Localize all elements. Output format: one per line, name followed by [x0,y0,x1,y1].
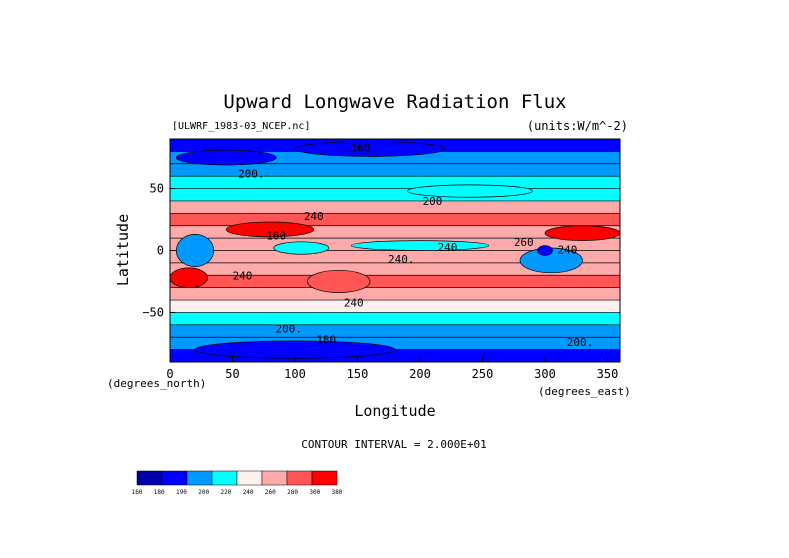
contour-label: 160 [266,230,286,243]
contour-region [307,269,371,293]
latitude-band [170,275,620,289]
latitude-band [170,200,620,214]
colorbar-label: 380 [332,489,343,496]
colorbar-swatch [311,470,338,486]
x-tick-label: 200 [409,367,431,381]
y-tick-label: −50 [142,305,164,319]
contour-label: 160. [351,142,378,155]
latitude-band [170,188,620,202]
contour-label: 240 [558,243,578,256]
plot-area: 200. 160. 240 200 160 240 240. 260 240 240 240 200.… [169,138,621,363]
contour-region [175,234,215,267]
x-tick-label: 0 [166,367,173,381]
contour-region [273,241,330,255]
y-tick-label: 50 [150,182,164,196]
contour-label: 200. [238,168,265,181]
colorbar-label: 280 [287,489,298,496]
colorbar-label: 260 [265,489,276,496]
x-unit-label: (degrees_east) [538,385,631,398]
contour-interval-text: CONTOUR INTERVAL = 2.000E+01 [301,438,486,451]
colorbar-swatch [286,470,313,486]
x-axis-label: Longitude [354,402,435,420]
latitude-band [170,312,620,326]
contour-label: 240 [304,210,324,223]
x-tick-label: 50 [225,367,239,381]
colorbar-swatch [136,470,163,486]
colorbar-label: 220 [220,489,231,496]
contour-region [294,141,446,157]
colorbar-swatch [261,470,288,486]
latitude-band [170,287,620,301]
x-tick-label: 250 [472,367,494,381]
contour-label: 240. [388,253,415,266]
contour-region [407,184,533,198]
contour-label: 240 [438,241,458,254]
file-label: [ULWRF_1983-03_NCEP.nc] [172,121,310,132]
colorbar-swatch [236,470,263,486]
contour-label: 180 [316,334,336,347]
contour-label: 200 [423,195,443,208]
contour-label: 240 [233,269,253,282]
contour-region [537,245,553,256]
y-tick-label: 0 [157,244,164,258]
colorbar-swatch [161,470,188,486]
x-tick-label: 150 [347,367,369,381]
contour-region [225,221,315,238]
contour-label: 200. [276,323,303,336]
latitude-band [170,262,620,276]
colorbar-label: 160 [132,489,143,496]
latitude-band [170,151,620,165]
contour-region [175,149,277,166]
latitude-band [170,300,620,313]
y-unit-label: (degrees_north) [107,377,206,390]
x-tick-label: 300 [534,367,556,381]
contour-region [350,240,490,251]
contour-label: 200. [567,336,594,349]
contour-region [170,267,208,289]
contour-label: 260 [514,236,534,249]
x-tick-label: 350 [597,367,619,381]
colorbar-label: 300 [309,489,320,496]
contour-label: 240 [344,297,364,310]
colorbar-label: 240 [243,489,254,496]
contour-region [544,225,620,241]
chart-title: Upward Longwave Radiation Flux [223,91,566,113]
axes: 0 50 100 150 200 250 300 350 −50 0 50 [142,182,618,381]
colorbar-swatch [211,470,238,486]
colorbar-label: 200 [198,489,209,496]
colorbar-swatch [186,470,213,486]
contour-region [194,340,396,359]
x-tick-label: 100 [284,367,306,381]
latitude-band [170,324,620,338]
colorbar-label: 190 [176,489,187,496]
latitude-band [170,250,620,264]
colorbar-label: 180 [154,489,165,496]
units-label: (units:W/m^-2) [527,119,628,133]
y-axis-label: Latitude [114,214,132,286]
colorbar: 160 180 190 200 220 240 260 280 300 380 [132,470,343,496]
latitude-band [170,163,620,177]
